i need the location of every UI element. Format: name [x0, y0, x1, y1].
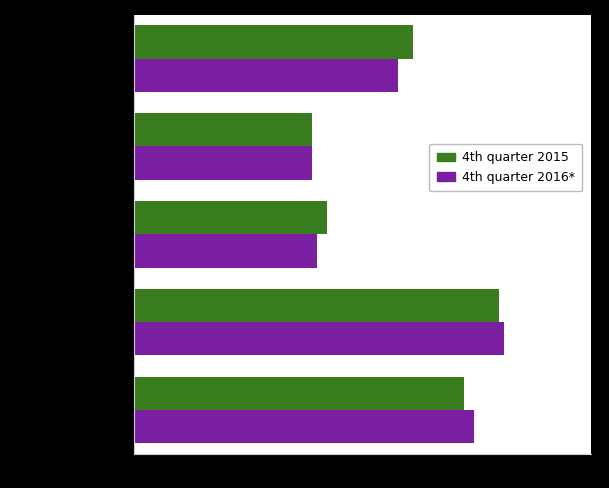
Bar: [134, 146, 312, 180]
Bar: [134, 377, 464, 410]
Bar: [134, 25, 413, 59]
Bar: [134, 322, 504, 355]
Bar: [134, 113, 312, 146]
Bar: [134, 410, 474, 443]
Bar: [134, 59, 398, 92]
Bar: [134, 234, 317, 267]
Legend: 4th quarter 2015, 4th quarter 2016*: 4th quarter 2015, 4th quarter 2016*: [429, 144, 582, 191]
Bar: [134, 289, 499, 322]
Bar: [134, 201, 327, 234]
